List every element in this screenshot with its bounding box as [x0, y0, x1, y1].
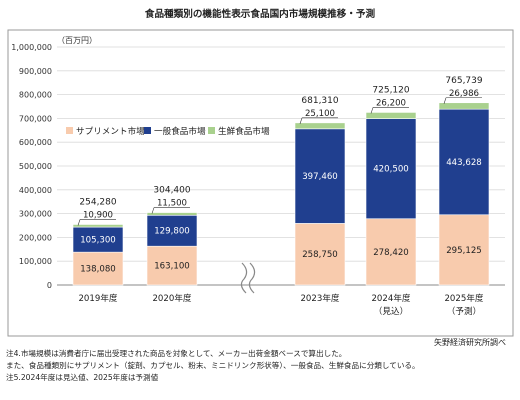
data-label: 138,080: [80, 265, 116, 275]
data-label: 420,500: [373, 165, 409, 175]
note-line-3: 注5.2024年度は見込値、2025年度は予測値: [6, 373, 159, 382]
bar-segment: [72, 224, 124, 228]
data-label: 278,420: [373, 248, 409, 258]
x-tick-label: 2019年度: [78, 292, 117, 304]
data-label: 11,500: [157, 199, 187, 209]
data-label: 105,300: [80, 236, 116, 246]
legend-swatch: [66, 127, 73, 134]
y-axis-label: （百万円）: [57, 36, 97, 45]
data-label: 258,750: [302, 250, 338, 260]
axis-break-mark: [240, 262, 248, 294]
bar-segment: [146, 245, 198, 286]
y-tick-label: 300,000: [19, 210, 52, 219]
data-label: 295,125: [446, 246, 482, 256]
axis-break-mark: [248, 262, 256, 294]
data-label: 26,986: [449, 89, 479, 99]
stacked-bar-chart: 0 100,000 200,000 300,000 400,000 500,000 600,…: [7, 29, 514, 337]
x-tick-label: 2024年度: [371, 292, 410, 304]
chart-frame: [7, 29, 514, 337]
note-line-2: また、食品種類別にサプリメント（錠剤、カプセル、粉末、ミニドリンク形状等）、一般…: [6, 361, 420, 370]
y-tick-label: 100,000: [19, 257, 52, 266]
y-tick-label: 500,000: [19, 162, 52, 171]
bar-segment: [365, 112, 417, 119]
bar-segment: [146, 212, 198, 216]
bar-segment: [294, 128, 346, 224]
bar-segment: [72, 251, 124, 286]
data-label: 397,460: [302, 172, 338, 182]
y-tick-label: 700,000: [19, 114, 52, 123]
total-label: 254,280: [79, 197, 116, 207]
legend-label: サプリメント市場: [76, 125, 145, 137]
total-label: 681,310: [301, 96, 338, 106]
data-label: 163,100: [154, 262, 190, 272]
chart-title: 食品種類別の機能性表示食品国内市場規模推移・予測: [144, 9, 376, 20]
total-label: 765,739: [445, 76, 482, 86]
bar-segment: [72, 226, 124, 253]
note-line-1: 注4.市場規模は消費者庁に届出受理された商品を対象として、メーカー出荷金額ベース…: [6, 349, 347, 358]
leader-line: [77, 219, 81, 226]
total-label: 725,120: [372, 85, 409, 95]
bar-segment: [438, 102, 490, 110]
legend-label: 生鮮食品市場: [218, 125, 270, 137]
x-tick-label: 2025年度: [444, 292, 483, 304]
bar-segment: [365, 218, 417, 286]
leader-line: [443, 97, 447, 104]
leader-line: [370, 107, 374, 114]
y-tick-label: 800,000: [19, 91, 52, 100]
x-tick-sublabel: （予測）: [447, 305, 481, 317]
legend-label: 一般食品市場: [154, 125, 206, 137]
y-tick-label: 900,000: [19, 67, 52, 76]
data-label: 129,800: [154, 227, 190, 237]
total-label: 304,400: [153, 186, 190, 196]
data-label: 25,100: [305, 109, 335, 119]
source-text: 矢野経済研究所調べ: [434, 338, 506, 347]
data-label: 10,900: [83, 210, 113, 220]
leader-line: [299, 117, 303, 124]
x-tick-label: 2020年度: [152, 292, 191, 304]
y-tick-label: 1,000,000: [11, 43, 52, 52]
bar-segment: [365, 118, 417, 220]
bar-segment: [438, 214, 490, 286]
x-tick-sublabel: （見込）: [374, 306, 408, 317]
bar-segment: [294, 122, 346, 130]
bar-segment: [438, 108, 490, 216]
y-tick-label: 400,000: [19, 186, 52, 195]
y-tick-label: 0: [47, 281, 52, 290]
y-tick-label: 600,000: [19, 138, 52, 147]
bar-segment: [146, 214, 198, 247]
y-tick-label: 200,000: [19, 233, 52, 242]
legend-swatch: [144, 127, 151, 134]
x-tick-label: 2023年度: [300, 292, 339, 304]
data-label: 443,628: [446, 158, 482, 168]
data-label: 26,200: [376, 98, 406, 108]
leader-line: [151, 207, 155, 214]
legend-swatch: [208, 127, 215, 134]
